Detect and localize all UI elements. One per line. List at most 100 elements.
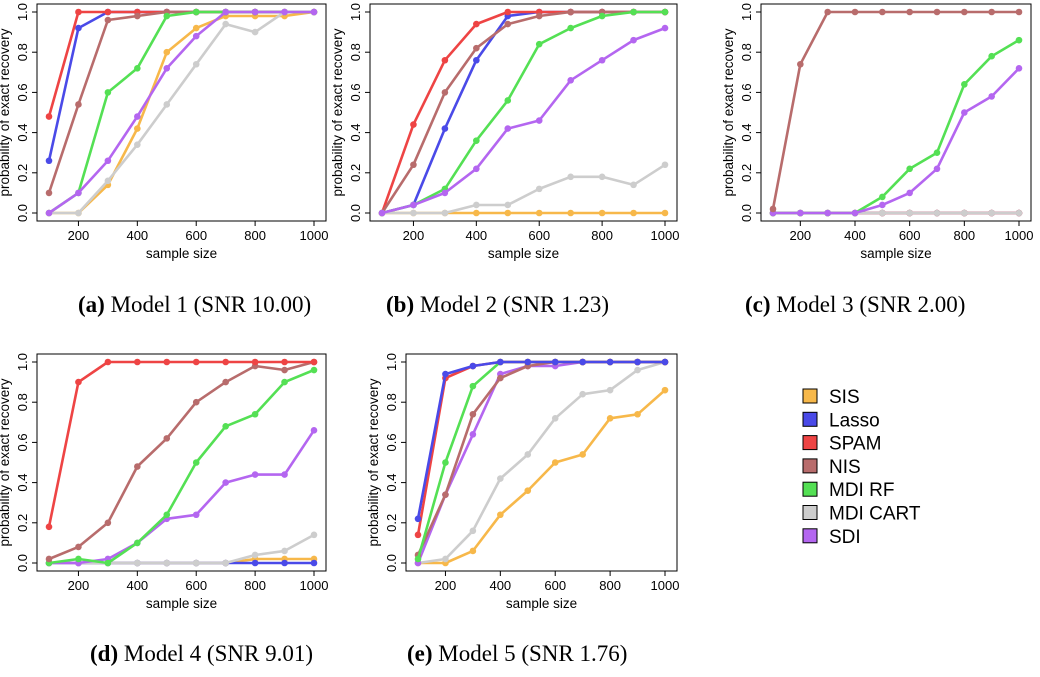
point-d-mdi-cart-9	[310, 531, 318, 539]
point-a-mdi-rf-4	[163, 12, 171, 20]
panel-d: 200 400 600 800 1000 0.0 0.2 0.4 0.6 0.8 1.0 sample…	[0, 353, 328, 611]
y-tick-label-b-3: 0.6	[348, 83, 363, 101]
series-line-e-nis	[416, 360, 665, 556]
point-b-sdi-5	[535, 117, 543, 124]
y-tick-label-e-0: 0.0	[384, 554, 399, 572]
point-a-mdi-cart-7	[251, 28, 259, 36]
point-b-sdi-7	[598, 56, 606, 64]
point-b-spam-2	[441, 56, 449, 64]
point-b-spam-3	[473, 20, 480, 28]
point-e-spam-0	[414, 531, 422, 539]
plot-frame-c	[760, 3, 1032, 222]
point-d-spam-4	[163, 358, 171, 366]
x-tick-label-b-4: 1000	[651, 228, 680, 243]
point-e-sdi-2	[469, 431, 477, 438]
point-a-sis-3	[134, 125, 141, 132]
point-a-sdi-6	[222, 8, 229, 16]
point-e-sis-4	[524, 487, 532, 494]
point-d-spam-0	[45, 523, 53, 531]
point-d-mdi-rf-2	[104, 559, 112, 567]
point-a-mdi-cart-5	[192, 60, 200, 68]
y-tick-label-c-4: 0.8	[739, 43, 754, 61]
caption-d: (d) Model 4 (SNR 9.01)	[90, 641, 313, 667]
panel-e: 200 400 600 800 1000 0.0 0.2 0.4 0.6 0.8 1.0 sample…	[366, 353, 679, 611]
x-tick-label-d-4: 1000	[300, 578, 329, 593]
point-e-lasso-7	[606, 358, 614, 366]
y-tick-label-c-1: 0.2	[739, 164, 754, 182]
point-d-mdi-cart-5	[192, 559, 200, 567]
series-line-b-mdi-cart	[382, 163, 666, 215]
y-axis-label-e: probability of exact recovery	[366, 378, 381, 546]
point-b-mdi-rf-5	[535, 40, 543, 48]
point-d-mdi-rf-4	[163, 511, 171, 519]
point-b-nis-4	[504, 20, 512, 28]
point-c-nis-9	[1015, 8, 1023, 16]
point-d-spam-3	[134, 358, 141, 366]
point-d-sdi-6	[222, 479, 229, 486]
point-e-lasso-1	[442, 370, 449, 378]
point-d-lasso-7	[251, 559, 259, 567]
point-b-mdi-cart-4	[504, 201, 512, 209]
point-a-sdi-2	[104, 157, 112, 165]
y-tick-label-a-1: 0.2	[15, 164, 30, 182]
point-e-sis-7	[606, 414, 614, 422]
point-e-mdi-cart-3	[497, 475, 504, 482]
point-e-nis-2	[469, 410, 477, 418]
point-b-spam-4	[504, 8, 512, 16]
x-tick-label-c-2: 600	[899, 228, 921, 243]
point-a-lasso-0	[45, 157, 53, 165]
y-tick-label-c-0: 0.0	[739, 204, 754, 222]
point-e-lasso-2	[469, 362, 477, 370]
point-c-mdi-cart-4	[879, 209, 886, 217]
y-tick-label-a-0: 0.0	[15, 204, 30, 222]
point-b-sis-5	[535, 209, 543, 217]
y-tick-label-c-2: 0.4	[739, 124, 754, 142]
series-line-e-spam	[416, 360, 665, 536]
point-b-nis-2	[441, 89, 449, 96]
point-d-mdi-rf-1	[75, 555, 82, 563]
point-c-mdi-cart-7	[961, 209, 968, 217]
point-a-sdi-7	[251, 8, 259, 16]
point-b-sis-4	[504, 209, 512, 217]
caption-e-label: (e)	[407, 641, 433, 666]
caption-a-label: (a)	[78, 292, 105, 317]
point-a-mdi-rf-5	[192, 8, 200, 16]
point-c-sdi-9	[1015, 64, 1023, 72]
series-line-b-sdi	[381, 26, 666, 215]
point-c-nis-0	[769, 205, 777, 213]
series-line-b-mdi-rf	[381, 10, 665, 215]
point-b-sis-7	[598, 209, 606, 217]
point-d-nis-3	[134, 463, 141, 470]
point-b-nis-1	[410, 161, 417, 169]
point-e-mdi-cart-1	[442, 555, 449, 563]
point-a-sis-5	[192, 24, 200, 32]
x-tick-label-b-3: 800	[591, 228, 613, 243]
point-d-sdi-8	[281, 471, 288, 478]
point-c-nis-8	[988, 8, 995, 16]
point-e-mdi-cart-8	[634, 366, 641, 374]
series-line-d-mdi-rf	[48, 368, 315, 565]
legend-swatch-sis	[802, 388, 818, 404]
caption-b-label: (b)	[386, 292, 415, 317]
point-c-nis-6	[933, 8, 941, 16]
point-d-mdi-cart-8	[281, 547, 288, 555]
y-tick-label-e-4: 0.8	[384, 393, 399, 411]
y-tick-label-d-4: 0.8	[15, 393, 30, 411]
series-line-e-sis	[418, 389, 666, 565]
point-b-mdi-rf-7	[598, 12, 606, 20]
point-b-sdi-1	[410, 201, 417, 209]
point-c-sdi-7	[961, 109, 968, 116]
x-tick-label-c-0: 200	[789, 228, 811, 243]
legend-label-sdi: SDI	[829, 527, 861, 548]
point-b-lasso-2	[441, 125, 449, 132]
legend-label-sis: SIS	[829, 387, 860, 408]
plot-frame-a	[36, 3, 327, 222]
x-tick-label-a-3: 800	[244, 228, 266, 243]
series-line-a-sis	[49, 10, 315, 215]
point-a-mdi-cart-2	[104, 177, 112, 185]
series-line-c-nis	[771, 10, 1019, 210]
plot-frame-b	[369, 3, 678, 222]
y-tick-label-d-3: 0.6	[15, 433, 30, 451]
y-tick-label-d-2: 0.4	[15, 474, 30, 492]
point-b-nis-5	[535, 12, 543, 20]
